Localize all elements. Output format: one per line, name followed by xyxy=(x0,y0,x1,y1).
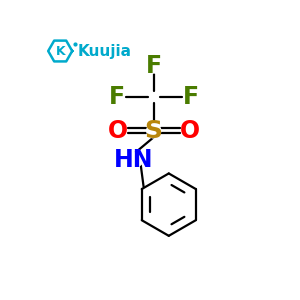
Text: F: F xyxy=(183,85,199,109)
Ellipse shape xyxy=(147,59,160,73)
Text: K: K xyxy=(56,44,65,58)
Text: S: S xyxy=(145,119,163,143)
Ellipse shape xyxy=(112,124,124,138)
Text: O: O xyxy=(108,119,128,143)
Text: F: F xyxy=(146,54,162,78)
Ellipse shape xyxy=(125,152,143,167)
Text: F: F xyxy=(109,85,125,109)
Text: HN: HN xyxy=(114,148,154,172)
Text: Kuujia: Kuujia xyxy=(77,44,131,59)
Text: O: O xyxy=(179,119,200,143)
Ellipse shape xyxy=(183,124,196,138)
Ellipse shape xyxy=(110,90,123,104)
Ellipse shape xyxy=(184,90,197,104)
Ellipse shape xyxy=(147,124,161,138)
